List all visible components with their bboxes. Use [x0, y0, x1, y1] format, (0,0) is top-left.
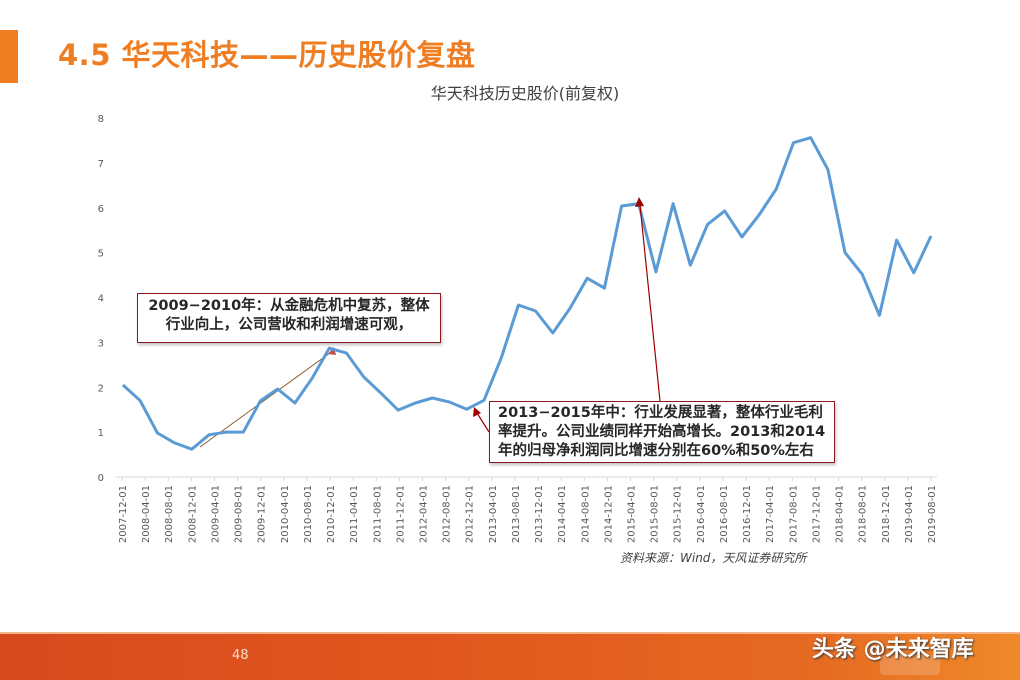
x-tick-label: 2015-12-01	[673, 485, 684, 543]
y-tick-label: 5	[98, 249, 104, 260]
y-tick-label: 6	[98, 204, 104, 215]
y-axis: 0 1 2 3 4 5 6 7 8	[98, 114, 104, 484]
x-tick-label: 2014-04-01	[557, 485, 568, 543]
callout2-arrowhead-left	[473, 407, 481, 417]
y-tick-label: 4	[98, 294, 104, 305]
x-tick-label: 2017-08-01	[788, 485, 799, 543]
annotation-2013-2015: 2013−2015年中：行业发展显著，整体行业毛利率提升。公司业绩同样开始高增长…	[489, 401, 835, 463]
x-tick-label: 2011-12-01	[395, 485, 406, 543]
x-tick-label: 2010-12-01	[326, 485, 337, 543]
x-tick-label: 2010-08-01	[303, 485, 314, 543]
x-tick-label: 2011-04-01	[349, 485, 360, 543]
x-tick-label: 2009-12-01	[257, 485, 268, 543]
x-tick-label: 2008-04-01	[141, 485, 152, 543]
page-number: 48	[232, 648, 249, 663]
y-tick-label: 2	[98, 383, 104, 394]
x-tick-label: 2014-08-01	[580, 485, 591, 543]
x-tick-label: 2013-12-01	[534, 485, 545, 543]
x-tick-label: 2019-04-01	[904, 485, 915, 543]
footer-divider	[0, 632, 1020, 634]
x-tick-label: 2009-04-01	[210, 485, 221, 543]
x-tick-label: 2018-12-01	[881, 485, 892, 543]
x-tick-label: 2016-12-01	[742, 485, 753, 543]
price-line	[121, 136, 933, 451]
watermark: 头条 @未来智库	[812, 637, 974, 662]
x-tick-label: 2017-12-01	[811, 485, 822, 543]
y-tick-label: 7	[98, 159, 104, 170]
x-tick-label: 2016-08-01	[719, 485, 730, 543]
x-tick-label: 2019-08-01	[927, 485, 938, 543]
footer-band	[0, 634, 1020, 680]
line-chart: 0 1 2 3 4 5 6 7 8 2007-12-01 2008-04-01 2008-08-01…	[98, 114, 938, 543]
x-tick-label: 2010-04-01	[280, 485, 291, 543]
y-tick-label: 0	[98, 473, 104, 484]
x-tick-label: 2007-12-01	[118, 485, 129, 543]
x-tick-label: 2014-12-01	[603, 485, 614, 543]
x-tick-label: 2011-08-01	[372, 485, 383, 543]
callout2-arrowhead-up	[635, 197, 644, 207]
page-title: 4.5 华天科技——历史股价复盘	[58, 38, 476, 72]
chart-title: 华天科技历史股价(前复权)	[430, 84, 620, 103]
x-tick-label: 2008-12-01	[187, 485, 198, 543]
x-tick-label: 2015-04-01	[627, 485, 638, 543]
footer-logo	[880, 655, 940, 675]
callout1-arrow	[199, 349, 335, 448]
x-tick-label: 2008-08-01	[164, 485, 175, 543]
x-tick-label: 2012-04-01	[418, 485, 429, 543]
annotation-2009-2010: 2009−2010年：从金融危机中复苏，整体行业向上，公司营收和利润增速可观，	[137, 293, 441, 343]
x-tick-label: 2016-04-01	[696, 485, 707, 543]
data-source: 资料来源：Wind，天风证券研究所	[620, 551, 807, 565]
callout2-arrow-left	[476, 412, 490, 433]
x-tick-label: 2009-08-01	[234, 485, 245, 543]
x-tick-label: 2012-12-01	[465, 485, 476, 543]
x-tick-label: 2015-08-01	[650, 485, 661, 543]
callout2-arrow-up	[639, 204, 661, 402]
x-tick-label: 2018-08-01	[858, 485, 869, 543]
x-tick-label: 2013-04-01	[488, 485, 499, 543]
x-tick-label: 2017-04-01	[765, 485, 776, 543]
x-tick-label: 2012-08-01	[442, 485, 453, 543]
x-tick-label: 2018-04-01	[835, 485, 846, 543]
y-tick-label: 8	[98, 114, 104, 125]
x-tick-label: 2013-08-01	[511, 485, 522, 543]
y-tick-label: 1	[98, 428, 104, 439]
title-accent-bar	[0, 30, 18, 83]
y-tick-label: 3	[98, 338, 104, 349]
x-axis: 2007-12-01 2008-04-01 2008-08-01 2008-12-01…	[116, 476, 938, 543]
